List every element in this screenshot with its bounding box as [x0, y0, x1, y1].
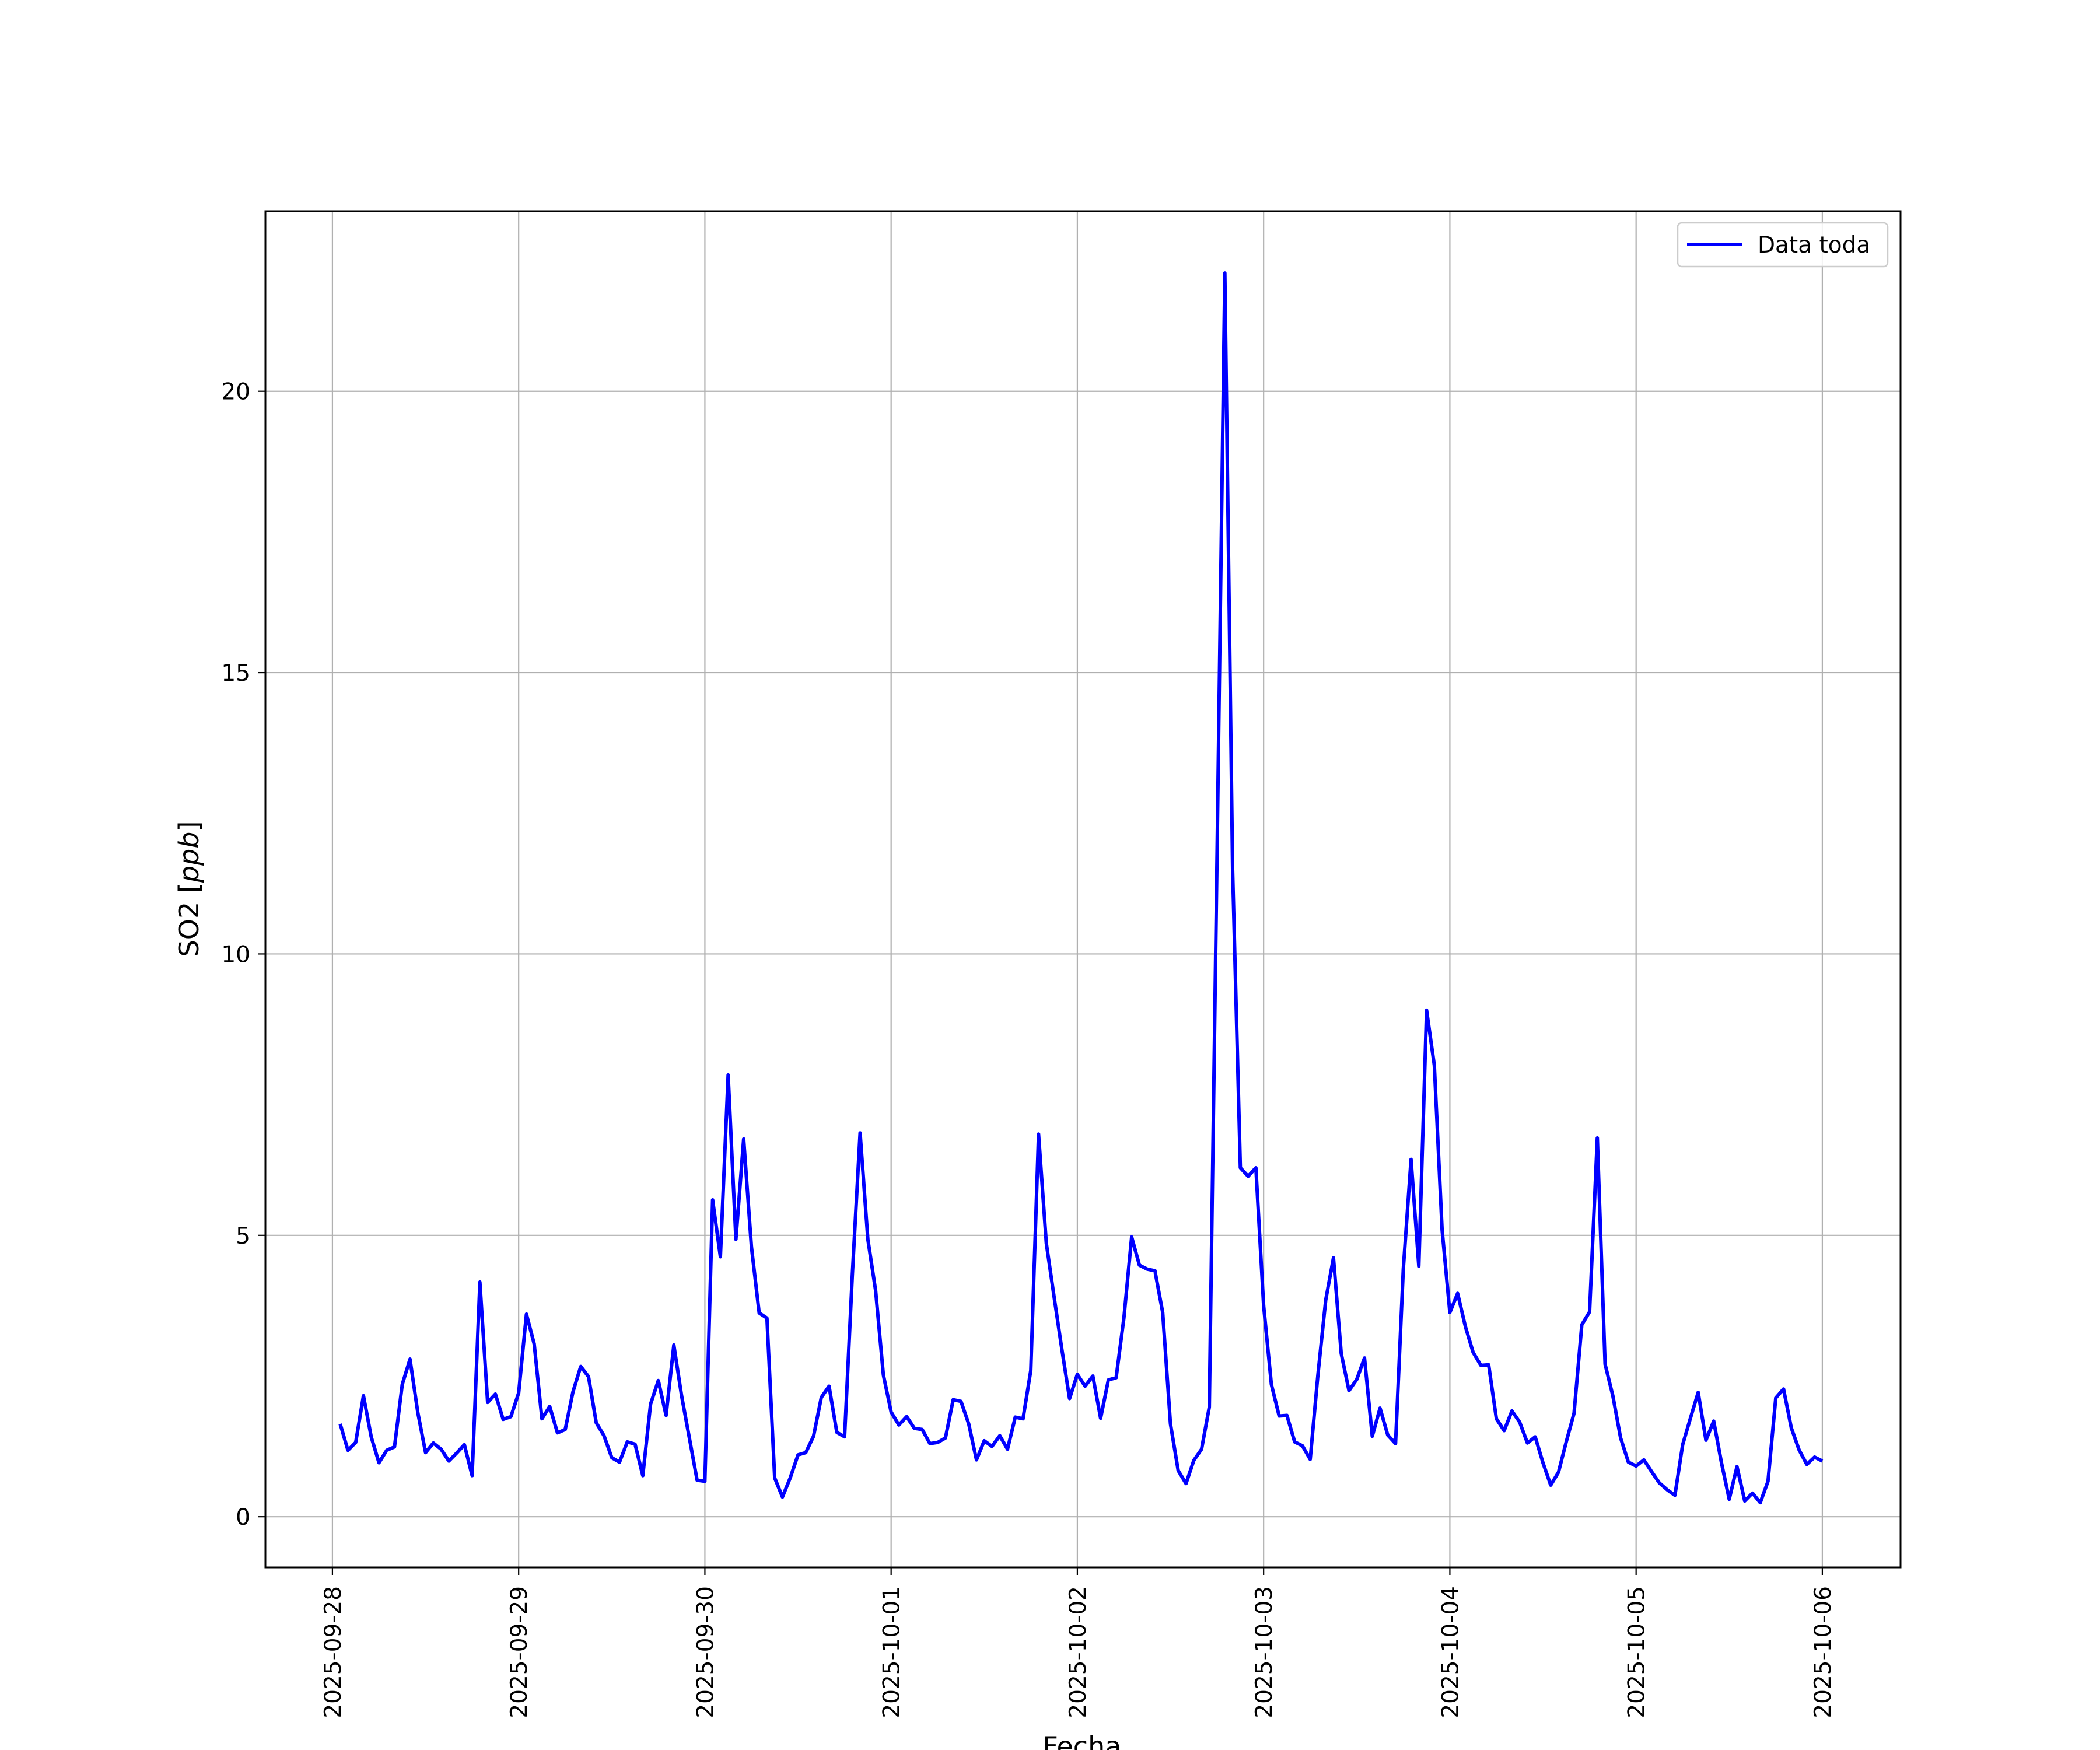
x-tick-label: 2025-10-04: [1437, 1586, 1464, 1718]
series-layer: [338, 271, 1824, 1505]
y-tick-label: 5: [236, 1223, 250, 1250]
y-tick-label: 15: [221, 660, 250, 687]
x-tick-label: 2025-10-05: [1624, 1586, 1650, 1718]
y-axis-label: SO2 [ppb]: [173, 821, 205, 957]
x-tick-label: 2025-10-03: [1251, 1586, 1278, 1718]
legend-label: Data toda: [1758, 232, 1870, 258]
y-axis-label-text: SO2 [: [173, 883, 205, 957]
y-axis: 0 5 10 15 20: [221, 379, 265, 1531]
plot-frame: [264, 210, 1902, 1569]
plot-area: [265, 211, 1901, 1567]
x-tick-label: 2025-09-30: [692, 1586, 719, 1718]
y-axis-label-close: ]: [173, 821, 205, 832]
x-tick-label: 2025-10-06: [1810, 1586, 1836, 1718]
x-tick-label: 2025-09-28: [320, 1586, 346, 1718]
x-axis: 2025-09-28 2025-09-29 2025-09-30 2025-10-01…: [320, 1567, 1836, 1718]
y-tick-label: 10: [221, 942, 250, 968]
x-tick-label: 2025-09-29: [506, 1586, 533, 1718]
legend: Data toda: [1676, 222, 1889, 268]
series-line: [338, 271, 1824, 1505]
y-tick-label: 20: [221, 379, 250, 405]
x-axis-label: Fecha: [1043, 1731, 1122, 1750]
x-gridlines: [331, 211, 1824, 1567]
x-tick-label: 2025-10-01: [879, 1586, 905, 1718]
y-axis-label-unit: ppb: [173, 832, 205, 884]
y-tick-label: 0: [236, 1504, 250, 1531]
x-tick-label: 2025-10-02: [1065, 1586, 1091, 1718]
y-gridlines: [265, 390, 1901, 1518]
legend-box: [1676, 222, 1889, 268]
